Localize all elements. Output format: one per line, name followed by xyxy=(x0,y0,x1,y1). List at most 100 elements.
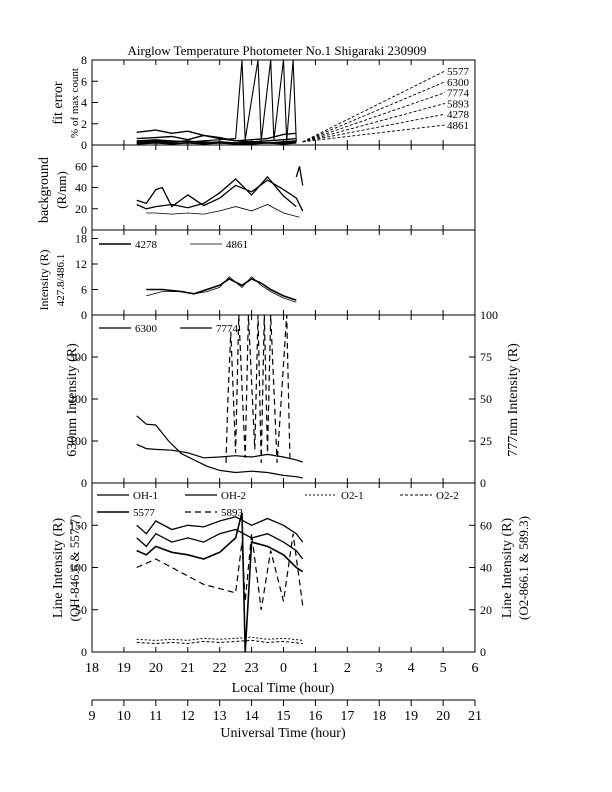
x-tick-label: 23 xyxy=(245,661,259,676)
ut-tick-label: 16 xyxy=(308,709,322,724)
series-line-OH-2 xyxy=(136,528,304,560)
series-line-unlabeled xyxy=(295,166,304,186)
legend-label: 5577 xyxy=(447,66,470,78)
legend-leader xyxy=(302,113,446,143)
local-time-axis: 18 19 20 21 22 23 0 1 2 3 4 5 6 xyxy=(85,661,479,676)
ut-tick-label: 18 xyxy=(372,709,386,724)
y-tick-label: 0 xyxy=(480,645,486,659)
y-tick-label: 150 xyxy=(69,518,87,532)
series-line-6300 xyxy=(136,415,303,479)
x-tick-label: 20 xyxy=(149,661,163,676)
legend-leader xyxy=(302,92,446,143)
series-line-7774 xyxy=(225,314,291,463)
ut-tick-label: 20 xyxy=(436,709,450,724)
series-line-4278 xyxy=(146,277,297,301)
legend-label: 5893 xyxy=(447,98,470,110)
legend-label: 7774 xyxy=(216,323,239,335)
y-tick-label: 2 xyxy=(81,117,87,131)
series-line-5577 xyxy=(136,129,297,142)
legend-leader xyxy=(302,70,446,143)
y-axis-label: 427.8/486.1 xyxy=(55,254,67,307)
y-tick-label: 100 xyxy=(480,308,498,322)
y-tick-label: 25 xyxy=(480,434,492,448)
y-tick-label: 0 xyxy=(81,476,87,490)
y-tick-label: 12 xyxy=(75,257,87,271)
y-tick-label: 4 xyxy=(81,96,87,110)
legend-label: 7774 xyxy=(447,88,470,100)
y-axis-label: (OH-846.6 & 557.7) xyxy=(67,515,82,622)
legend-label: 5577 xyxy=(133,507,156,519)
series-line-4861 xyxy=(136,142,297,145)
series-line-5893 xyxy=(136,533,304,610)
y-axis-label: Line Intensity (R) xyxy=(51,518,66,619)
y-tick-label: 50 xyxy=(75,603,87,617)
panel-frame xyxy=(91,144,476,231)
x-tick-label: 22 xyxy=(213,661,227,676)
panel-frame xyxy=(91,314,476,484)
y-tick-label: 100 xyxy=(69,434,87,448)
y-axis-label: 630nm Intensity (R) xyxy=(65,343,80,457)
y-axis-label: fit error xyxy=(51,81,66,124)
y-tick-label: 0 xyxy=(81,308,87,322)
series-line-unlabeled xyxy=(146,204,300,218)
x-tick-label: 6 xyxy=(472,661,479,676)
y-tick-label: 0 xyxy=(81,645,87,659)
legend-label: OH-2 xyxy=(221,490,246,502)
background-panel: 0 20 40 60 background (R/nm) xyxy=(37,144,476,237)
ut-tick-label: 11 xyxy=(149,709,162,724)
legend-label: 6300 xyxy=(447,77,470,89)
legend-label: 4861 xyxy=(226,239,248,251)
x-tick-label: 0 xyxy=(280,661,287,676)
legend-label: O2-2 xyxy=(436,490,459,502)
y-tick-label: 60 xyxy=(480,518,492,532)
legend-label: 5893 xyxy=(221,507,244,519)
x-tick-label: 19 xyxy=(117,661,131,676)
series-line-5577 xyxy=(136,512,304,653)
x-axis-label: Local Time (hour) xyxy=(232,681,335,696)
series-line-4861 xyxy=(146,276,297,303)
ut-tick-label: 14 xyxy=(245,709,259,724)
series-line-unlabeled xyxy=(136,175,297,210)
legend-label: 4278 xyxy=(447,109,470,121)
y-axis-label: Line Intensity (R) xyxy=(500,518,515,619)
ut-tick-label: 17 xyxy=(340,709,354,724)
y-tick-label: 40 xyxy=(480,561,492,575)
series-line-O2-1 xyxy=(136,636,303,641)
legend-label: 6300 xyxy=(135,323,158,335)
legend-label: OH-1 xyxy=(133,490,158,502)
x-tick-label: 21 xyxy=(181,661,195,676)
series-line-unlabeled xyxy=(136,443,303,463)
x-tick-label: 2 xyxy=(344,661,351,676)
fit-error-panel: 0 2 4 6 8 fit error% of max count 557763007774… xyxy=(51,53,476,152)
x-tick-label: 3 xyxy=(376,661,383,676)
y-tick-label: 75 xyxy=(480,350,492,364)
y-tick-label: 0 xyxy=(81,223,87,237)
ut-tick-label: 10 xyxy=(117,709,131,724)
y-tick-label: 20 xyxy=(75,202,87,216)
y-tick-label: 20 xyxy=(480,603,492,617)
y-axis-label: 777nm Intensity (R) xyxy=(506,343,521,457)
y-tick-label: 100 xyxy=(69,561,87,575)
series-line-7774 xyxy=(136,59,297,143)
y-tick-label: 6 xyxy=(81,74,87,88)
ut-tick-label: 15 xyxy=(277,709,291,724)
y-tick-label: 40 xyxy=(75,181,87,195)
y-tick-label: 50 xyxy=(480,392,492,406)
y-tick-label: 60 xyxy=(75,159,87,173)
legend-label: O2-1 xyxy=(341,490,364,502)
x-tick-label: 18 xyxy=(85,661,99,676)
y-tick-label: 8 xyxy=(81,53,87,67)
ut-tick-label: 9 xyxy=(89,709,96,724)
legend-label: 4278 xyxy=(135,239,158,251)
y-tick-label: 18 xyxy=(75,232,87,246)
legend-leader xyxy=(302,124,446,143)
y-tick-label: 200 xyxy=(69,392,87,406)
series-line-6300 xyxy=(136,134,297,143)
series-line-unlabeled xyxy=(136,179,304,212)
x-tick-label: 1 xyxy=(312,661,319,676)
y-tick-label: 300 xyxy=(69,350,87,364)
y-axis-label: (R/nm) xyxy=(54,171,69,209)
ut-axis-label: Universal Time (hour) xyxy=(220,726,346,741)
y-axis-label: Intensity (R) xyxy=(37,250,51,311)
